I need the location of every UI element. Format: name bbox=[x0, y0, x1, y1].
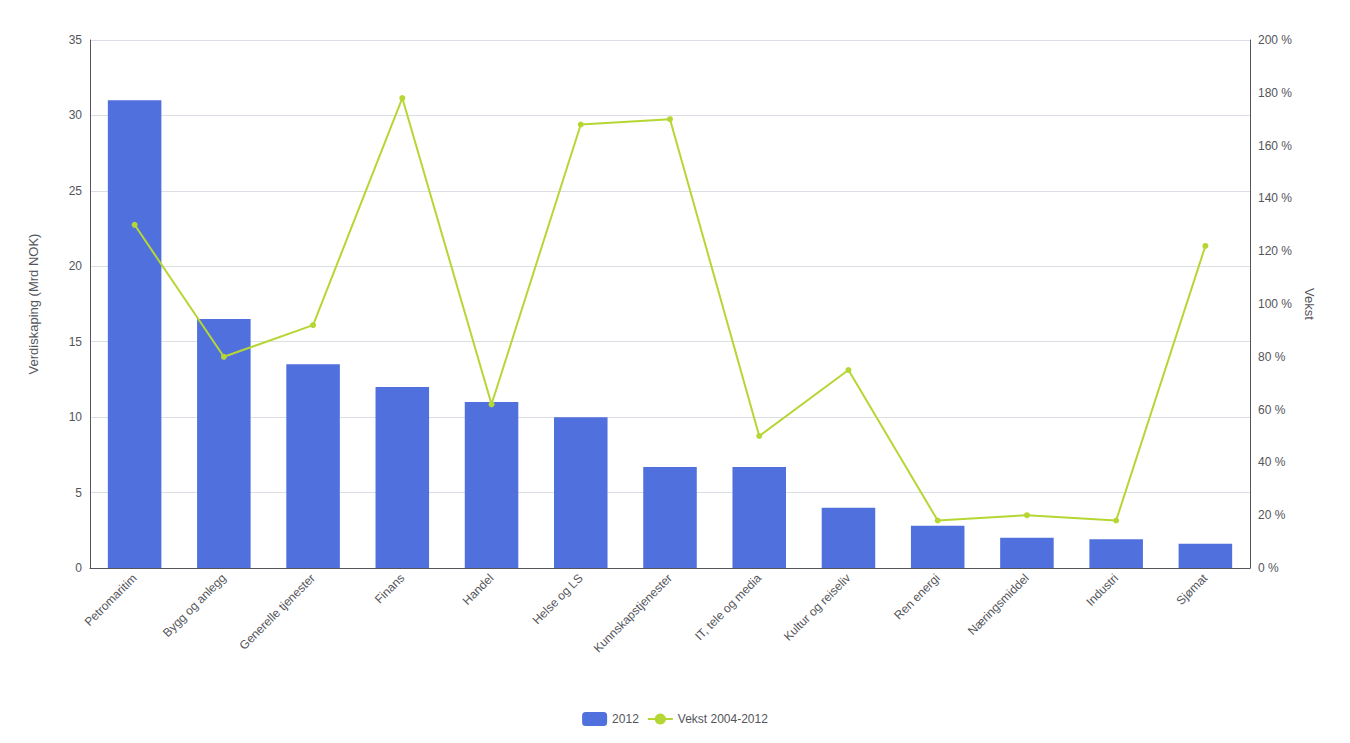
svg-text:40 %: 40 % bbox=[1258, 455, 1286, 469]
svg-text:0: 0 bbox=[75, 561, 82, 575]
svg-text:0 %: 0 % bbox=[1258, 561, 1279, 575]
svg-text:Ren energi: Ren energi bbox=[891, 571, 942, 622]
svg-text:35: 35 bbox=[69, 33, 83, 47]
svg-text:Vekst 2004-2012: Vekst 2004-2012 bbox=[678, 712, 768, 726]
svg-text:15: 15 bbox=[69, 335, 83, 349]
svg-text:10: 10 bbox=[69, 410, 83, 424]
svg-text:Industri: Industri bbox=[1083, 571, 1121, 609]
svg-text:100 %: 100 % bbox=[1258, 297, 1292, 311]
svg-text:80 %: 80 % bbox=[1258, 350, 1286, 364]
svg-text:Finans: Finans bbox=[372, 571, 407, 606]
svg-text:Kunnskapstjenester: Kunnskapstjenester bbox=[591, 571, 675, 655]
svg-text:Næringsmiddel: Næringsmiddel bbox=[965, 571, 1032, 638]
svg-text:180 %: 180 % bbox=[1258, 86, 1292, 100]
svg-text:60 %: 60 % bbox=[1258, 403, 1286, 417]
svg-text:25: 25 bbox=[69, 184, 83, 198]
svg-text:Handel: Handel bbox=[460, 571, 497, 608]
svg-text:Bygg og anlegg: Bygg og anlegg bbox=[160, 571, 229, 640]
svg-text:Petromaritim: Petromaritim bbox=[82, 571, 140, 629]
svg-text:Verdiskaping (Mrd NOK): Verdiskaping (Mrd NOK) bbox=[26, 234, 41, 375]
svg-text:20: 20 bbox=[69, 259, 83, 273]
svg-text:20 %: 20 % bbox=[1258, 508, 1286, 522]
svg-text:5: 5 bbox=[75, 486, 82, 500]
svg-text:160 %: 160 % bbox=[1258, 139, 1292, 153]
svg-text:Vekst: Vekst bbox=[1302, 288, 1317, 320]
svg-text:30: 30 bbox=[69, 108, 83, 122]
svg-text:200 %: 200 % bbox=[1258, 33, 1292, 47]
svg-text:IT, tele og media: IT, tele og media bbox=[692, 571, 764, 643]
svg-text:120 %: 120 % bbox=[1258, 244, 1292, 258]
svg-text:Kultur og reiseliv: Kultur og reiseliv bbox=[781, 571, 854, 644]
svg-text:2012: 2012 bbox=[612, 712, 639, 726]
svg-text:140 %: 140 % bbox=[1258, 191, 1292, 205]
svg-text:Generelle tjenester: Generelle tjenester bbox=[237, 571, 319, 653]
svg-text:Helse og LS: Helse og LS bbox=[530, 571, 586, 627]
svg-text:Sjømat: Sjømat bbox=[1174, 571, 1211, 608]
